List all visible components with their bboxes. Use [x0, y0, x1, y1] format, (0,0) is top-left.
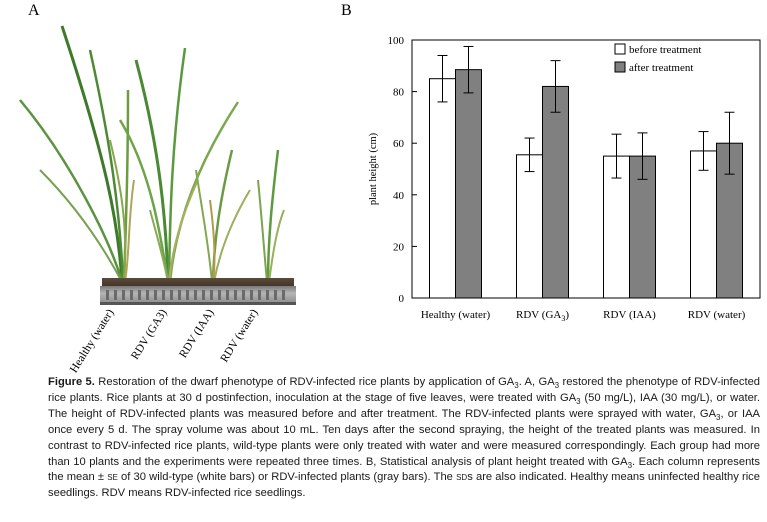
- figure-label: Figure 5.: [48, 376, 95, 388]
- plant-rdv-iaa: [195, 149, 251, 283]
- x-tick-label: RDV (GA3): [516, 309, 569, 323]
- y-tick-label: 60: [393, 138, 405, 150]
- plant-healthy-water: [19, 25, 135, 283]
- x-tick-label: RDV (water): [688, 309, 746, 321]
- plant-rdv-ga3: [118, 47, 240, 283]
- photo-label: RDV (water): [218, 307, 260, 365]
- caption-sub: 3: [554, 381, 560, 391]
- caption-sub: 3: [716, 413, 721, 423]
- photo-label: Healthy (water): [68, 307, 117, 375]
- y-axis-label: plant height (cm): [368, 132, 379, 205]
- caption-text-7: of 30 wild-type (white bars) or RDV-infe…: [117, 471, 457, 484]
- caption-text-1: Restoration of the dwarf phenotype of RD…: [98, 376, 515, 388]
- caption-sub: 3: [514, 381, 519, 391]
- legend-label: after treatment: [629, 62, 693, 74]
- caption-text-4: (50 mg/L), IAA (30 mg/L), or water. The …: [48, 391, 761, 420]
- panel-b-label: B: [341, 2, 352, 19]
- caption-text-2: . A, GA: [518, 376, 555, 388]
- photo-label: RDV (GA3): [129, 307, 169, 362]
- y-tick-label: 80: [393, 87, 405, 99]
- x-tick-label: RDV (IAA): [603, 309, 656, 321]
- figure-caption: Figure 5. Restoration of the dwarf pheno…: [48, 375, 760, 502]
- caption-sub: 3: [627, 460, 633, 470]
- plot-frame: [411, 39, 761, 299]
- panel-a-label: A: [28, 2, 40, 19]
- bar-before: [690, 150, 717, 299]
- caption-se: se: [107, 471, 118, 484]
- caption-text-3: restored the phenotype of RDV-infected r…: [48, 376, 761, 404]
- y-tick-label: 40: [393, 190, 405, 202]
- legend-swatch: [614, 43, 626, 55]
- caption-text-6: . Each column represents the mean ±: [48, 455, 761, 484]
- soil: [102, 278, 294, 288]
- legend-label: before treatment: [629, 44, 701, 56]
- y-tick-label: 0: [399, 293, 405, 305]
- plant-rdv-water: [257, 149, 285, 283]
- legend-swatch: [614, 61, 626, 73]
- y-tick-label: 100: [388, 35, 405, 47]
- bar-before: [429, 78, 456, 299]
- caption-text-5: , or IAA once every 5 d. The spray volum…: [48, 407, 760, 468]
- photo-label: RDV (IAA): [177, 307, 216, 360]
- y-tick-label: 20: [393, 241, 405, 253]
- caption-sub: 3: [576, 397, 581, 407]
- caption-sd: sd: [456, 471, 468, 484]
- rice-plants-photo: Healthy (water) RDV (GA3) RDV (IAA) RDV (wa…: [19, 25, 296, 375]
- x-tick-label: Healthy (water): [421, 309, 491, 321]
- plant-height-bar-chart: 0 20 40 60 80 100 plant height (cm) Healthy (wa…: [368, 35, 761, 323]
- bar-after: [542, 85, 569, 299]
- bar-after: [455, 69, 482, 299]
- bar-before: [516, 154, 543, 299]
- caption-text-8: s are also indicated. Healthy means unin…: [48, 471, 760, 500]
